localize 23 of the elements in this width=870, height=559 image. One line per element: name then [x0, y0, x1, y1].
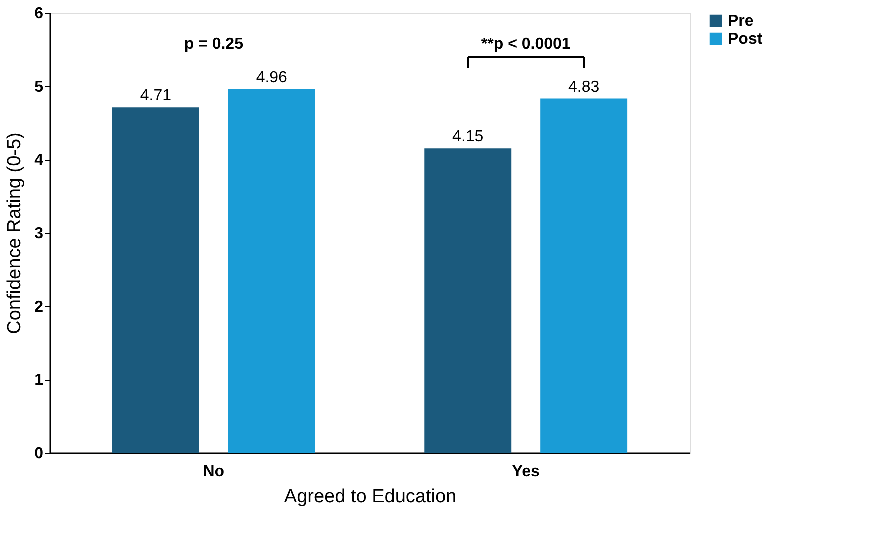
y-tick-label: 2	[34, 298, 44, 316]
annotation: **p < 0.0001	[481, 36, 571, 53]
bar	[424, 148, 512, 453]
y-axis-title: Confidence Rating (0-5)	[4, 132, 26, 334]
x-tick-label: No	[203, 464, 225, 480]
data-label: 4.71	[140, 88, 172, 105]
data-label: 4.96	[256, 69, 288, 86]
y-tick-label: 4	[34, 152, 44, 170]
y-tick-label: 1	[34, 372, 44, 390]
y-tick-label: 5	[34, 78, 44, 96]
legend-label: Post	[728, 31, 764, 48]
bar	[112, 108, 200, 453]
data-label: 4.83	[568, 78, 600, 96]
x-tick-label: Yes	[512, 464, 540, 480]
y-tick-label: 0	[34, 446, 44, 462]
x-axis-title: Agreed to Education	[284, 486, 457, 508]
data-label: 4.15	[452, 128, 484, 146]
y-tick-label: 6	[34, 6, 44, 22]
bar	[228, 89, 316, 453]
y-tick-label: 3	[34, 226, 44, 242]
legend-label: Pre	[728, 13, 754, 30]
bar	[540, 98, 628, 453]
annotation: p = 0.25	[184, 36, 244, 53]
